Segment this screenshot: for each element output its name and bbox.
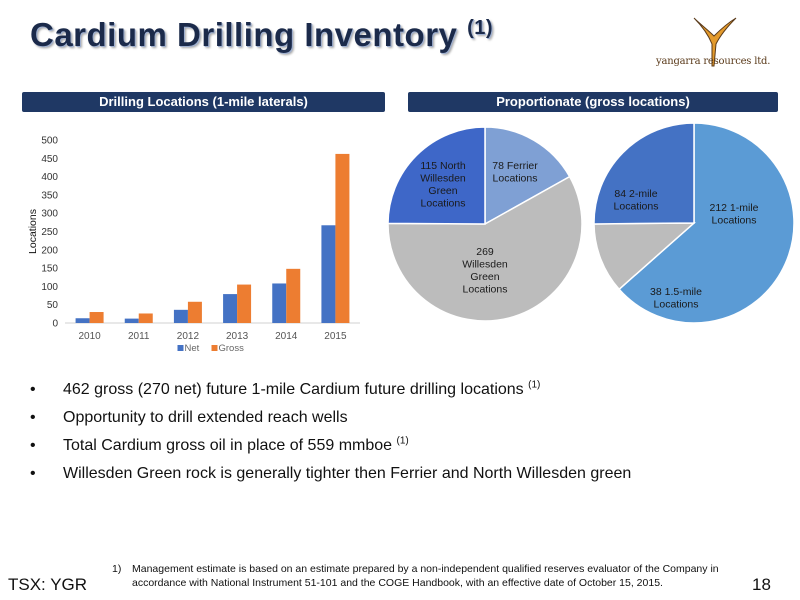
page-number: 18 xyxy=(752,575,771,594)
bullet-text: 462 gross (270 net) future 1-mile Cardiu… xyxy=(63,381,524,398)
bar-gross-2015 xyxy=(335,153,350,323)
pie-slice xyxy=(484,126,571,226)
bullet-item: • Opportunity to drill extended reach wel… xyxy=(30,408,770,427)
pie-slice xyxy=(387,126,486,225)
bar-gross-2010 xyxy=(89,312,104,323)
x-tick-label: 2010 xyxy=(78,331,101,342)
x-tick-label: 2015 xyxy=(324,331,347,342)
bullet-icon: • xyxy=(30,465,36,482)
y-tick-label: 200 xyxy=(41,245,58,256)
y-tick-label: 450 xyxy=(41,154,58,165)
y-tick-label: 350 xyxy=(41,190,58,201)
bar-net-2012 xyxy=(173,309,188,323)
y-tick-label: 50 xyxy=(47,300,59,311)
bullet-item: • Willesden Green rock is generally tight… xyxy=(30,464,770,483)
company-logo: yangarra resources ltd. xyxy=(656,14,778,76)
page-title: Cardium Drilling Inventory (1) xyxy=(30,16,493,54)
bullet-footnote-ref: (1) xyxy=(396,435,409,447)
bar-net-2011 xyxy=(124,318,139,323)
bullet-item: • Total Cardium gross oil in place of 559… xyxy=(30,436,770,455)
bar-net-2015 xyxy=(321,225,336,323)
bar-gross-2012 xyxy=(187,301,202,323)
x-tick-label: 2014 xyxy=(275,331,298,342)
ticker-symbol: TSX: YGR xyxy=(8,575,88,594)
bullet-icon: • xyxy=(30,409,36,426)
pie-slice-label: 212 1-mile Locations xyxy=(709,202,758,227)
bullet-footnote-ref: (1) xyxy=(528,379,541,391)
y-tick-label: 100 xyxy=(41,282,58,293)
y-tick-label: 500 xyxy=(41,136,58,147)
pie-slice-label: 115 North Willesden Green Locations xyxy=(420,160,466,210)
pie-chart-lateral-length: 212 1-mile Locations 38 1.5-mile Locations 8… xyxy=(594,122,794,324)
y-tick-label: 0 xyxy=(52,319,58,330)
bullet-list: • 462 gross (270 net) future 1-mile Cardi… xyxy=(30,380,770,492)
bullet-item: • 462 gross (270 net) future 1-mile Cardi… xyxy=(30,380,770,399)
y-tick-label: 250 xyxy=(41,227,58,238)
pie-slice-label: 78 Ferrier Locations xyxy=(492,160,538,185)
bar-net-2010 xyxy=(75,318,90,323)
logo-text: yangarra resources ltd. xyxy=(656,56,771,67)
y-tick-label: 300 xyxy=(41,209,58,220)
pie-chart-areas: 78 Ferrier Locations 269 Willesden Green Loca… xyxy=(387,126,583,322)
bar-gross-2014 xyxy=(286,268,301,323)
bullet-icon: • xyxy=(30,381,36,398)
legend-swatch-net xyxy=(177,345,184,351)
footnote: 1) Management estimate is based on an es… xyxy=(112,562,752,590)
legend-swatch-gross xyxy=(211,345,218,351)
bar-gross-2013 xyxy=(237,284,252,323)
pie-slice-label: 269 Willesden Green Locations xyxy=(462,246,508,296)
x-tick-label: 2011 xyxy=(128,331,150,342)
bar-net-2013 xyxy=(223,294,238,323)
logo-mark-icon xyxy=(693,17,737,67)
title-text: Cardium Drilling Inventory xyxy=(30,16,458,53)
bullet-text: Opportunity to drill extended reach well… xyxy=(63,409,348,426)
bar-gross-2011 xyxy=(138,313,153,323)
bar-net-2014 xyxy=(272,283,287,323)
section-header-drilling-locations: Drilling Locations (1-mile laterals) xyxy=(22,92,385,112)
pie-slice xyxy=(618,122,794,324)
legend-label-gross: Gross xyxy=(219,343,245,354)
bullet-icon: • xyxy=(30,437,36,454)
footnote-number: 1) xyxy=(112,563,122,575)
x-tick-label: 2012 xyxy=(177,331,200,342)
y-tick-label: 150 xyxy=(41,264,58,275)
pie-slice xyxy=(594,222,697,291)
title-footnote-ref: (1) xyxy=(467,17,494,39)
bullet-text: Willesden Green rock is generally tighte… xyxy=(63,465,632,482)
pie-slice-label: 38 1.5-mile Locations xyxy=(650,286,702,311)
bullet-text: Total Cardium gross oil in place of 559 … xyxy=(63,437,393,454)
legend-label-net: Net xyxy=(185,343,200,354)
section-header-proportionate: Proportionate (gross locations) xyxy=(408,92,778,112)
y-tick-label: 400 xyxy=(41,172,58,183)
pie-slice xyxy=(387,175,583,322)
footnote-text: Management estimate is based on an estim… xyxy=(132,563,719,589)
x-tick-label: 2013 xyxy=(226,331,249,342)
bar-chart: 0 50 100 150 200 250 300 350 400 450 500 Locations 2… xyxy=(27,136,360,354)
y-axis-label: Locations xyxy=(27,209,39,254)
pie-slice-label: 84 2-mile Locations xyxy=(614,188,659,213)
pie-slice xyxy=(594,122,695,225)
